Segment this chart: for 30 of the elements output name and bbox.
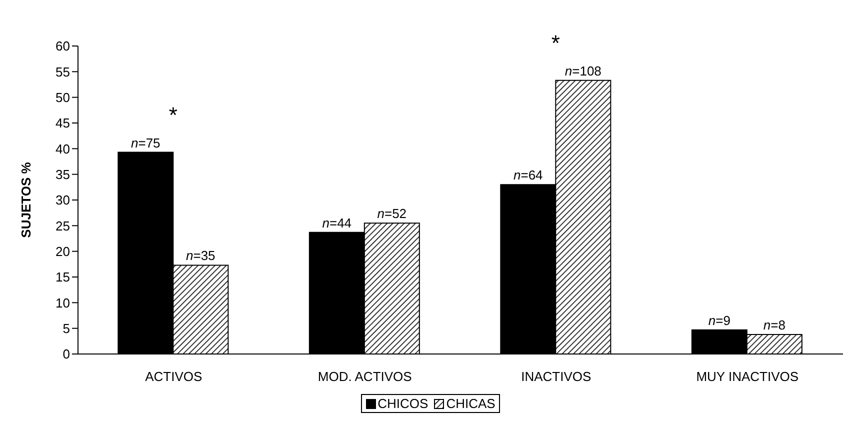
y-tick-label: 30 [56,192,70,208]
annotation: n=108 [564,63,602,78]
y-axis-title: SUJETOS % [18,162,34,238]
annotation: * [551,30,560,56]
y-tick-label: 10 [56,295,70,310]
legend-label: CHICAS [445,396,496,411]
y-tick-label: 60 [56,38,70,54]
y-tick-label: 5 [62,320,70,336]
annotation: n=52 [377,206,407,222]
x-tick-label: ACTIVOS [145,369,202,384]
x-tick-label: INACTIVOS [521,369,592,384]
y-tick-label: 0 [62,346,70,362]
y-tick-label: 40 [56,141,70,156]
y-tick-label: 35 [56,166,70,182]
y-tick-label: 15 [56,270,70,285]
annotation: n=75 [131,135,160,150]
y-tick-label: 45 [56,116,70,131]
y-tick-label: 20 [56,244,70,259]
x-tick-label: MOD. ACTIVOS [318,369,412,384]
annotation: n=35 [186,248,216,264]
annotation: n=9 [708,312,730,328]
annotation: * [168,102,178,128]
y-tick-label: 25 [56,218,70,234]
y-tick-label: 55 [56,64,70,80]
annotation: n=64 [514,168,543,183]
x-tick-label: MUY INACTIVOS [696,369,799,384]
annotation: n=8 [763,317,786,332]
annotation: n=44 [322,215,352,230]
legend-label: CHICOS [376,396,428,411]
y-tick-label: 50 [56,90,70,105]
